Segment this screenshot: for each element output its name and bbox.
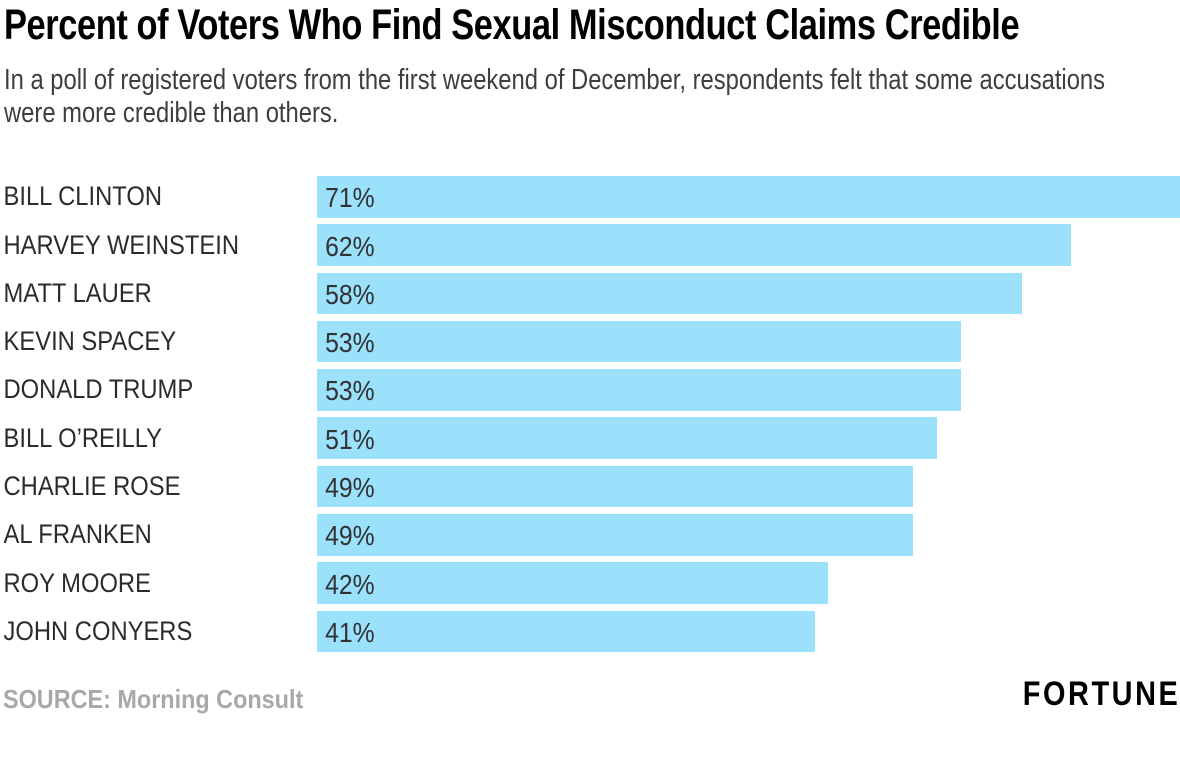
category-label: AL FRANKEN <box>3 519 152 550</box>
category-label: CHARLIE ROSE <box>3 470 181 501</box>
bar-track: 51% <box>317 417 1180 459</box>
value-label: 53% <box>325 327 375 359</box>
value-label: 41% <box>325 616 375 648</box>
chart-row: ROY MOORE 42% <box>0 562 1180 604</box>
bar-track: 58% <box>317 272 1180 315</box>
category-label: BILL O’REILLY <box>3 422 163 453</box>
bar-track: 41% <box>317 610 1180 653</box>
category-label: ROY MOORE <box>3 567 151 598</box>
chart-row: KEVIN SPACEY 53% <box>0 320 1180 363</box>
value-label: 62% <box>325 230 375 262</box>
category-label: HARVEY WEINSTEIN <box>3 229 239 260</box>
bar: 49% <box>317 513 913 556</box>
bar: 71% <box>317 176 1180 218</box>
value-label: 53% <box>325 375 375 407</box>
fortune-logo: FORTUNE <box>1022 675 1180 713</box>
category-label: DONALD TRUMP <box>3 374 194 405</box>
bar: 58% <box>317 272 1022 315</box>
bar-track: 49% <box>317 513 1180 556</box>
bar: 41% <box>317 610 816 653</box>
bar-track: 62% <box>317 224 1180 266</box>
bar: 49% <box>317 465 913 508</box>
value-label: 51% <box>325 423 375 455</box>
bar: 51% <box>317 417 937 459</box>
chart-row: HARVEY WEINSTEIN 62% <box>0 224 1180 266</box>
bar-track: 53% <box>317 369 1180 411</box>
category-label: MATT LAUER <box>3 277 152 308</box>
bar-track: 49% <box>317 465 1180 508</box>
source-note: SOURCE: Morning Consult <box>3 684 304 714</box>
chart-row: BILL CLINTON 71% <box>0 176 1180 218</box>
bar: 53% <box>317 320 962 363</box>
value-label: 49% <box>325 471 375 503</box>
category-label: KEVIN SPACEY <box>3 326 177 357</box>
value-label: 42% <box>325 568 375 600</box>
bar: 53% <box>317 369 962 411</box>
category-label: JOHN CONYERS <box>3 615 193 646</box>
chart-row: BILL O’REILLY 51% <box>0 417 1180 459</box>
category-label: BILL CLINTON <box>3 181 162 212</box>
bar-track: 42% <box>317 562 1180 604</box>
chart-row: JOHN CONYERS 41% <box>0 610 1180 653</box>
bar-track: 71% <box>317 176 1180 218</box>
chart-row: DONALD TRUMP 53% <box>0 369 1180 411</box>
value-label: 49% <box>325 520 375 552</box>
bar-chart: BILL CLINTON 71% HARVEY WEINSTEIN 62% MATT L… <box>0 176 1180 659</box>
bar: 62% <box>317 224 1071 266</box>
chart-subtitle: In a poll of registered voters from the … <box>4 64 1106 130</box>
chart-row: CHARLIE ROSE 49% <box>0 465 1180 508</box>
chart-row: AL FRANKEN 49% <box>0 513 1180 556</box>
value-label: 58% <box>325 278 375 310</box>
value-label: 71% <box>325 182 375 214</box>
bar: 42% <box>317 562 828 604</box>
bar-track: 53% <box>317 320 1180 363</box>
page-title: Percent of Voters Who Find Sexual Miscon… <box>4 1 1020 49</box>
chart-row: MATT LAUER 58% <box>0 272 1180 315</box>
